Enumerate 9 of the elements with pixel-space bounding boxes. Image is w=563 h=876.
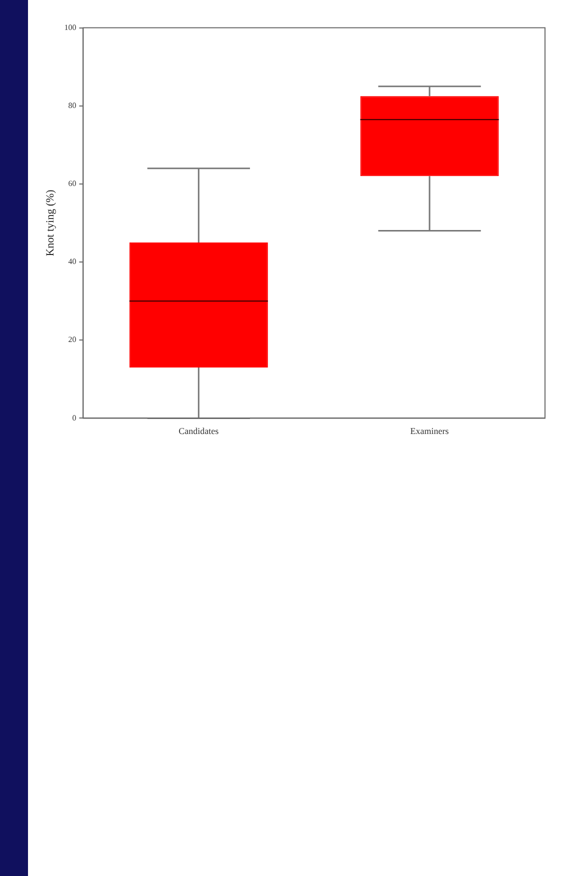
y-tick-label: 100: [64, 22, 76, 32]
y-tick-label: 40: [68, 257, 76, 266]
y-tick-label: 80: [68, 100, 76, 110]
y-tick-label: 20: [68, 335, 76, 344]
x-tick-label: Examiners: [410, 426, 450, 436]
x-tick-label: Candidates: [178, 426, 220, 436]
y-tick-label: 0: [72, 413, 76, 422]
y-tick-label: 60: [68, 179, 76, 188]
y-axis-title: Knot tying (%): [44, 189, 56, 256]
